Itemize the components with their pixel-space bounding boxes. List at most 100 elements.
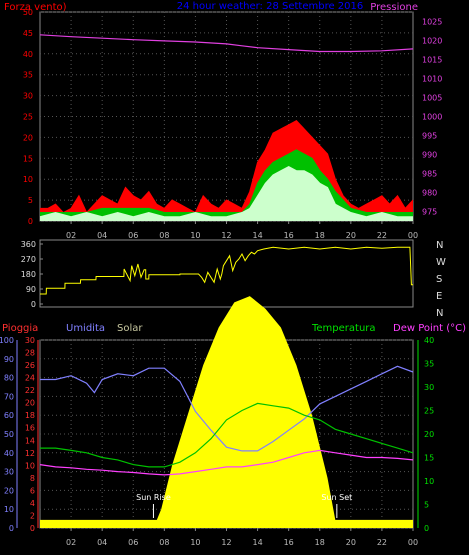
x-tick-label: 20 xyxy=(346,231,356,240)
humidity-tick-label: 100 xyxy=(0,336,14,345)
temperature-tick-label: 35 xyxy=(424,360,434,369)
wind-series-line xyxy=(39,166,413,218)
x-tick-label: 22 xyxy=(377,538,387,547)
direction-tick-label: 270 xyxy=(21,255,36,264)
x-tick-label: 12 xyxy=(221,538,231,547)
x-tick-label: 06 xyxy=(128,231,138,240)
pressure-tick-label: 1005 xyxy=(422,94,442,103)
x-tick-label: 04 xyxy=(97,231,107,240)
humidity-tick-label: 40 xyxy=(4,449,14,458)
x-tick-label: 18 xyxy=(315,231,325,240)
humidity-tick-label: 10 xyxy=(4,505,14,514)
wind-tick-label: 40 xyxy=(23,50,33,59)
pressure-tick-label: 975 xyxy=(422,208,437,217)
rain-tick-label: 20 xyxy=(25,399,35,408)
pressure-tick-label: 985 xyxy=(422,170,437,179)
pressure-series-line xyxy=(39,34,414,53)
rain-tick-label: 4 xyxy=(30,499,35,508)
humidity-temperature-panel: Pioggia Umidita Solar Temperatura Dew Po… xyxy=(0,296,466,547)
wind-tick-label: 25 xyxy=(23,113,33,122)
humidity-tick-label: 90 xyxy=(4,355,14,364)
humidity-tick-label: 0 xyxy=(9,524,14,533)
temperature-tick-label: 25 xyxy=(424,407,434,416)
x-tick-label: 20 xyxy=(346,538,356,547)
wind-pressure-panel: Forza vento) 24 hour weather: 28 Settemb… xyxy=(4,1,442,240)
x-tick-label: 08 xyxy=(159,231,169,240)
wind-tick-label: 0 xyxy=(28,217,33,226)
sun-set-label: Sun Set xyxy=(321,493,352,502)
x-tick-label: 14 xyxy=(252,538,262,547)
solar-label: Solar xyxy=(117,323,143,334)
wind-tick-label: 30 xyxy=(23,92,33,101)
pressure-tick-label: 980 xyxy=(422,189,437,198)
temperature-tick-label: 5 xyxy=(424,501,429,510)
wind-series-line xyxy=(40,149,413,214)
direction-tick-label: 90 xyxy=(26,285,36,294)
x-tick-label: 02 xyxy=(66,231,76,240)
rain-tick-label: 22 xyxy=(25,386,35,395)
rain-tick-label: 16 xyxy=(25,424,35,433)
humidity-tick-label: 70 xyxy=(4,392,14,401)
temperature-tick-label: 0 xyxy=(424,524,429,533)
wind-tick-label: 10 xyxy=(23,175,33,184)
sun-rise-label: Sun Rise xyxy=(136,493,171,502)
x-tick-label: 10 xyxy=(190,538,200,547)
pressure-tick-label: 1025 xyxy=(422,18,442,27)
temperature-tick-label: 15 xyxy=(424,454,434,463)
pressure-tick-label: 1000 xyxy=(422,113,442,122)
x-tick-label: 00 xyxy=(408,538,418,547)
temperature-tick-label: 10 xyxy=(424,477,434,486)
rain-tick-label: 2 xyxy=(30,511,35,520)
compass-label: N xyxy=(436,308,443,319)
x-tick-label: 16 xyxy=(284,231,294,240)
x-tick-label: 06 xyxy=(128,538,138,547)
rain-axis-label: Pioggia xyxy=(2,323,38,334)
temperature-axis-label: Temperatura xyxy=(311,323,376,334)
x-tick-label: 14 xyxy=(252,231,262,240)
pressure-axis-label: Pressione xyxy=(370,2,418,13)
temperature-tick-label: 30 xyxy=(424,383,434,392)
rain-tick-label: 8 xyxy=(30,474,35,483)
rain-tick-label: 12 xyxy=(25,449,35,458)
x-tick-label: 18 xyxy=(315,538,325,547)
rain-tick-label: 28 xyxy=(25,349,35,358)
compass-label: E xyxy=(436,291,442,302)
dew-point-line xyxy=(39,449,414,476)
dew-point-axis-label: Dew Point (°C) xyxy=(393,323,466,334)
wind-tick-label: 15 xyxy=(23,154,33,163)
rain-tick-label: 14 xyxy=(25,436,35,445)
x-tick-label: 00 xyxy=(408,231,418,240)
humidity-tick-label: 80 xyxy=(4,374,14,383)
rain-bar xyxy=(40,519,413,528)
chart-title: 24 hour weather: 28 Settembre 2016 xyxy=(177,1,364,12)
rain-tick-label: 26 xyxy=(25,361,35,370)
humidity-axis-label: Umidita xyxy=(66,323,105,334)
rain-tick-label: 10 xyxy=(25,461,35,470)
rain-tick-label: 18 xyxy=(25,411,35,420)
compass-label: S xyxy=(436,274,442,285)
temperature-line xyxy=(40,402,414,468)
wind-direction-line xyxy=(40,246,413,295)
humidity-tick-label: 50 xyxy=(4,430,14,439)
pressure-tick-label: 1010 xyxy=(422,75,442,84)
x-tick-label: 04 xyxy=(97,538,107,547)
x-tick-label: 12 xyxy=(221,231,231,240)
wind-tick-label: 50 xyxy=(23,8,33,17)
direction-tick-label: 0 xyxy=(31,300,36,309)
pressure-tick-label: 1020 xyxy=(422,37,442,46)
humidity-tick-label: 20 xyxy=(4,486,14,495)
humidity-tick-label: 30 xyxy=(4,468,14,477)
x-tick-label: 08 xyxy=(159,538,169,547)
compass-label: N xyxy=(436,240,443,251)
humidity-line xyxy=(40,365,414,452)
solar-area xyxy=(40,296,413,528)
x-tick-label: 02 xyxy=(66,538,76,547)
pressure-tick-label: 1015 xyxy=(422,56,442,65)
wind-tick-label: 20 xyxy=(23,133,33,142)
humidity-tick-label: 60 xyxy=(4,411,14,420)
rain-tick-label: 30 xyxy=(25,336,35,345)
rain-tick-label: 6 xyxy=(30,486,35,495)
temperature-tick-label: 20 xyxy=(424,430,434,439)
